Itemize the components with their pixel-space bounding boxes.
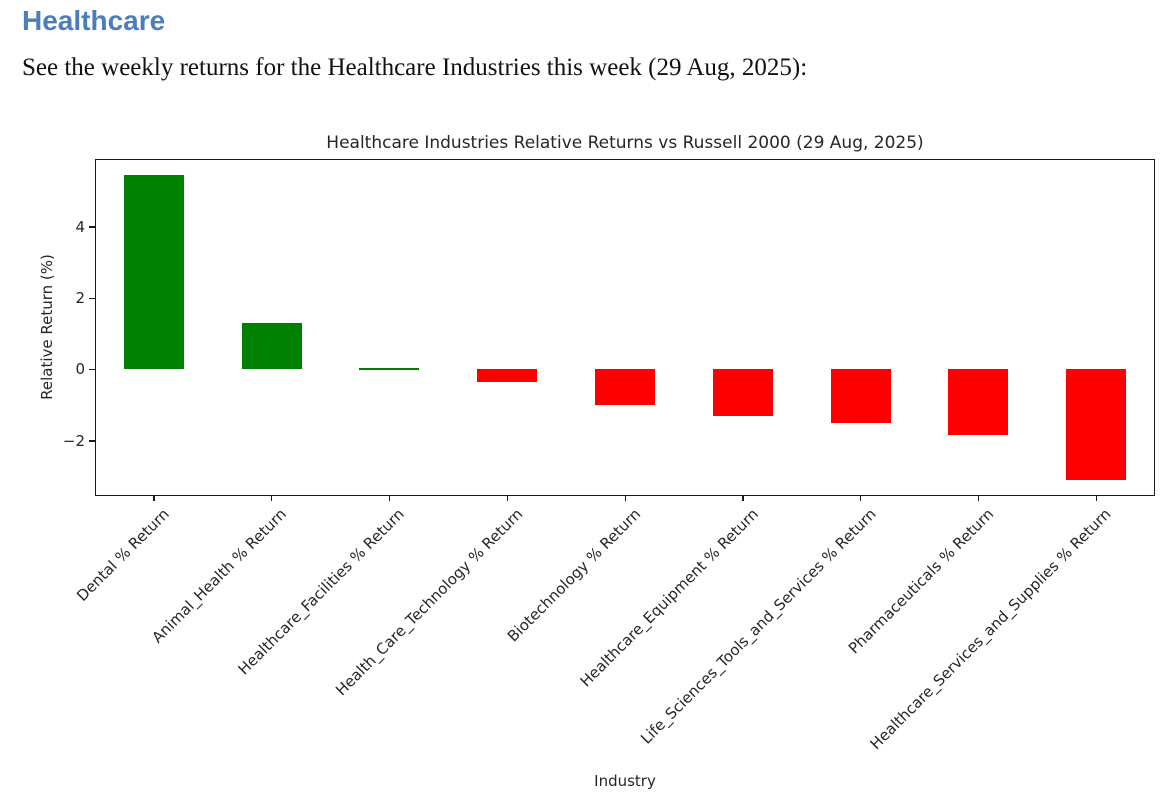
x-tick <box>742 496 744 501</box>
x-tick <box>506 496 509 501</box>
bar <box>830 369 891 423</box>
x-tick-label: Life_Sciences_Tools_and_Services % Retur… <box>636 505 880 748</box>
bar <box>123 175 184 370</box>
bar <box>477 369 538 382</box>
x-tick <box>1095 496 1097 501</box>
bar <box>1066 369 1127 480</box>
intro-text: See the weekly returns for the Healthcar… <box>22 54 808 81</box>
x-tick-label: Animal_Health % Return <box>148 505 291 647</box>
x-tick <box>977 496 980 501</box>
bar <box>241 323 302 370</box>
y-tick-label: −2 <box>62 431 85 450</box>
x-tick-label: Health_Care_Technology % Return <box>331 505 526 700</box>
x-tick <box>388 496 391 501</box>
x-axis-label: Industry <box>594 772 656 790</box>
y-tick <box>89 368 95 371</box>
y-tick-label: 4 <box>75 217 85 236</box>
bar <box>948 369 1009 436</box>
y-tick-label: 2 <box>75 289 85 308</box>
y-tick <box>89 440 95 442</box>
x-tick <box>271 496 273 501</box>
x-tick-label: Healthcare_Services_and_Supplies % Retur… <box>866 505 1115 754</box>
bar <box>359 367 420 370</box>
x-tick <box>624 496 626 501</box>
x-tick-label: Dental % Return <box>72 505 173 605</box>
x-tick <box>860 496 862 501</box>
y-tick <box>89 226 95 228</box>
y-tick <box>89 297 95 299</box>
chart-title: Healthcare Industries Relative Returns v… <box>326 133 924 153</box>
y-tick-label: 0 <box>75 360 85 379</box>
bar <box>712 369 773 416</box>
page-title: Healthcare <box>22 5 166 36</box>
x-tick-label: Biotechnology % Return <box>503 505 644 646</box>
x-tick <box>153 496 155 501</box>
bar <box>595 369 655 406</box>
